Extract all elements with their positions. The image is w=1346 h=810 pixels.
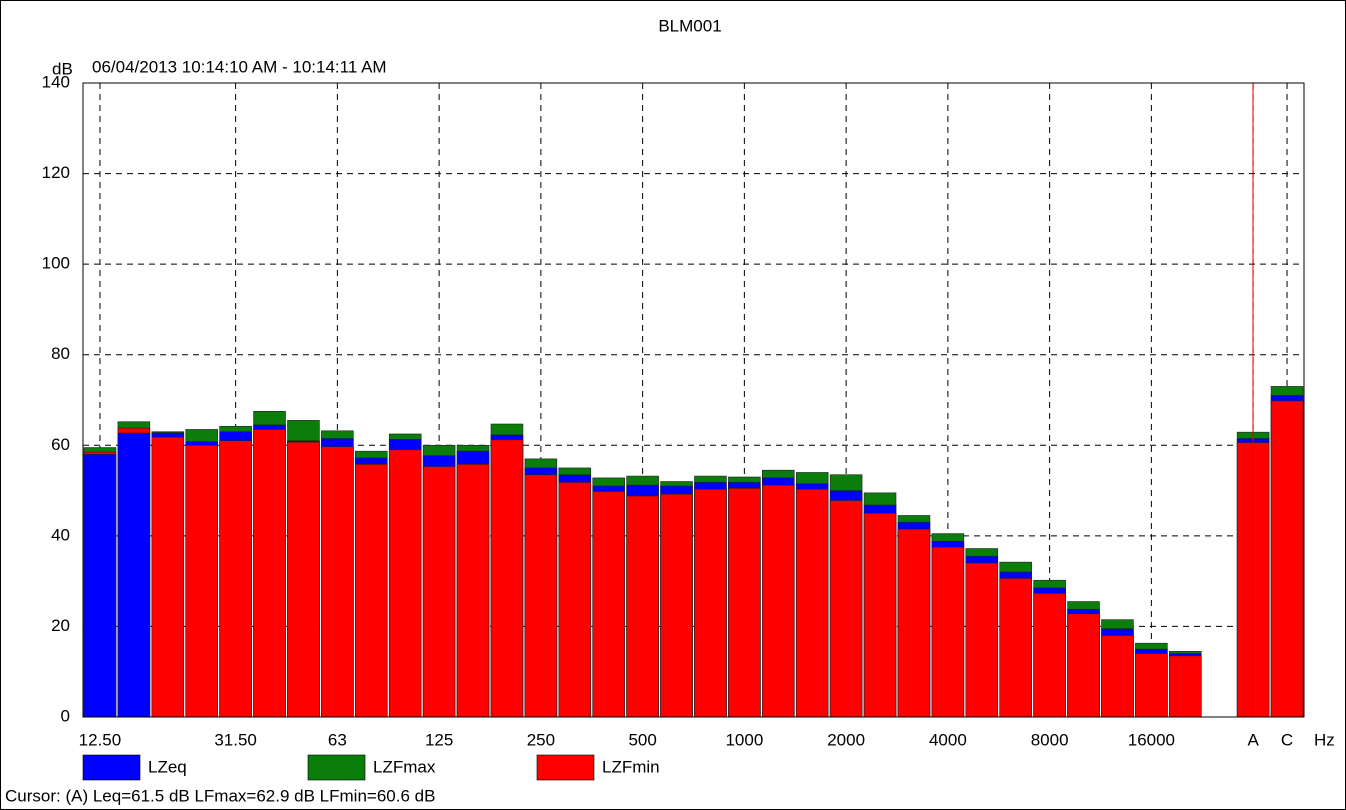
bar <box>490 439 524 718</box>
bar <box>1270 400 1304 718</box>
y-tick-label: 140 <box>42 72 70 91</box>
bar <box>219 440 252 718</box>
bar <box>1169 655 1202 718</box>
bar <box>321 446 354 718</box>
bar <box>151 436 185 718</box>
x-tick-label: 1000 <box>725 730 763 749</box>
bar <box>355 464 388 718</box>
x-tick-label: A <box>1247 730 1259 749</box>
bar <box>592 491 625 718</box>
y-axis-label: dB <box>52 59 73 78</box>
legend-swatch <box>82 754 141 781</box>
bar <box>185 444 218 718</box>
bar <box>388 449 422 718</box>
bar <box>660 493 693 718</box>
bar <box>626 495 659 718</box>
bar <box>253 429 286 718</box>
bar <box>422 466 456 718</box>
legend-swatch <box>307 754 366 781</box>
y-tick-label: 80 <box>51 344 70 363</box>
cursor-readout: Cursor: (A) Leq=61.5 dB LFmax=62.9 dB LF… <box>5 786 435 805</box>
bar <box>117 432 151 718</box>
legend-label: LZFmax <box>373 757 436 776</box>
bar <box>83 454 117 718</box>
y-tick-label: 20 <box>51 616 70 635</box>
bar <box>1135 653 1168 718</box>
y-tick-label: 40 <box>51 525 70 544</box>
x-tick-label: 500 <box>628 730 656 749</box>
x-tick-label: 31.50 <box>214 730 257 749</box>
x-tick-label: 125 <box>425 730 453 749</box>
legend-label: LZFmin <box>602 757 660 776</box>
bar <box>795 488 829 718</box>
subtitle: 06/04/2013 10:14:10 AM - 10:14:11 AM <box>92 57 387 76</box>
bar <box>728 488 761 718</box>
x-tick-label: 12.50 <box>79 730 122 749</box>
bar <box>999 578 1032 718</box>
chart-title: BLM001 <box>658 16 721 35</box>
bar <box>287 441 320 718</box>
y-tick-label: 100 <box>42 254 70 273</box>
bar <box>1067 613 1100 718</box>
bar <box>694 488 727 718</box>
x-axis-label: Hz <box>1314 730 1335 749</box>
x-tick-label: 63 <box>328 730 347 749</box>
bar <box>965 562 999 718</box>
x-tick-label: 16000 <box>1128 730 1175 749</box>
legend-swatch <box>536 754 595 781</box>
y-tick-label: 120 <box>42 163 70 182</box>
x-tick-label: 8000 <box>1031 730 1069 749</box>
bar <box>931 546 965 718</box>
plot-border <box>82 82 1305 718</box>
bar <box>863 512 897 718</box>
bar <box>897 528 931 718</box>
bar <box>456 464 490 718</box>
bar <box>558 482 592 718</box>
y-tick-label: 0 <box>61 706 70 725</box>
y-tick-label: 60 <box>51 435 70 454</box>
legend-label: LZeq <box>148 757 187 776</box>
x-tick-label: 250 <box>527 730 555 749</box>
x-tick-label: C <box>1281 730 1293 749</box>
bar <box>762 484 795 718</box>
bar <box>1101 635 1134 718</box>
bar <box>524 474 558 718</box>
bar <box>1033 593 1066 718</box>
x-tick-label: 2000 <box>827 730 865 749</box>
bar <box>829 500 863 718</box>
x-tick-label: 4000 <box>929 730 967 749</box>
